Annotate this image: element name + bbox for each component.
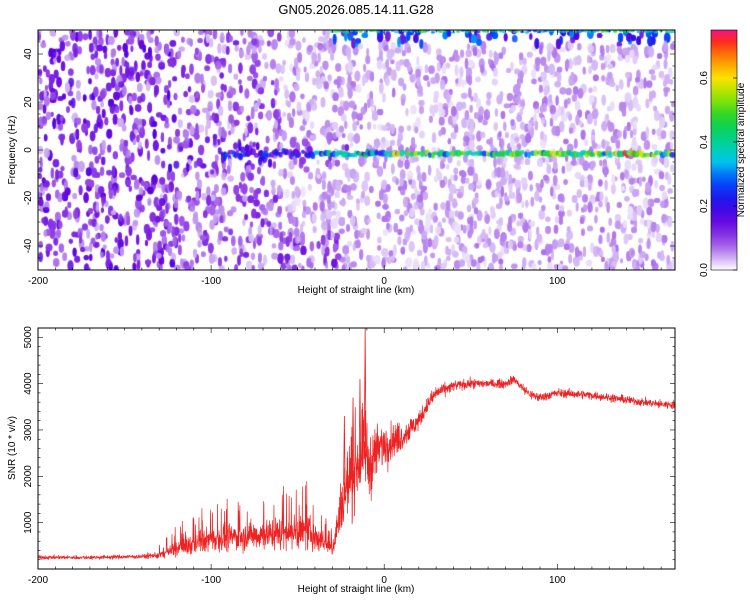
spectrogram-x-tick-label: 0 (381, 276, 387, 287)
colorbar-label: Normalized spectral amplitude (736, 82, 747, 217)
figure-title: GN05.2026.085.14.11.G28 (278, 2, 433, 17)
spectrogram-x-tick-label: -200 (28, 276, 48, 287)
spectrogram-y-tick-label: -40 (23, 238, 34, 253)
snr-chart: -200 -100 0 100 1000 2000 3000 4000 5000 Height … (7, 326, 676, 595)
spectrogram-y-label: Frequency (Hz) (7, 116, 18, 185)
colorbar-tick-label: 0.0 (699, 263, 710, 277)
snr-y-tick-label: 3000 (23, 418, 34, 441)
snr-spike (351, 397, 355, 484)
snr-y-tick-label: 4000 (23, 372, 34, 395)
snr-series (37, 327, 676, 561)
snr-spike (343, 416, 346, 493)
spectrogram-y-tick-label: 20 (23, 96, 34, 108)
spectrogram-heatmap (38, 30, 675, 270)
spectrogram-y-tick-label: 40 (23, 48, 34, 60)
colorbar-tick-label: 0.4 (699, 135, 710, 149)
snr-y-label: SNR (10 * v/v) (7, 416, 18, 480)
snr-spike (358, 378, 362, 474)
spectrogram-x-tick-label: 100 (549, 276, 566, 287)
snr-frame (37, 327, 676, 570)
snr-line (37, 375, 676, 561)
snr-y-tick-label: 5000 (23, 326, 34, 349)
spectrogram-x-tick-label: -100 (201, 276, 221, 287)
snr-x-tick-label: -100 (201, 575, 221, 586)
snr-x-tick-label: 0 (381, 575, 387, 586)
colorbar-ticks: 0.0 0.2 0.4 0.6 (699, 71, 737, 277)
snr-x-tick-label: -200 (28, 575, 48, 586)
snr-y-tick-label: 2000 (23, 465, 34, 488)
spectrogram-x-label: Height of straight line (km) (298, 285, 415, 296)
colorbar-gradient (710, 29, 738, 271)
snr-x-tick-label: 100 (549, 575, 566, 586)
spectrogram-y-tick-label: 0 (23, 147, 34, 153)
colorbar-tick-label: 0.2 (699, 199, 710, 213)
snr-ticks: -200 -100 0 100 1000 2000 3000 4000 5000 (23, 326, 675, 586)
snr-x-label: Height of straight line (km) (298, 584, 415, 595)
spectrogram-y-tick-label: -20 (23, 190, 34, 205)
colorbar-tick-label: 0.6 (699, 71, 710, 85)
snr-y-tick-label: 1000 (23, 511, 34, 534)
colorbar: 0.0 0.2 0.4 0.6 Normalized spectral amplitu… (699, 29, 747, 277)
